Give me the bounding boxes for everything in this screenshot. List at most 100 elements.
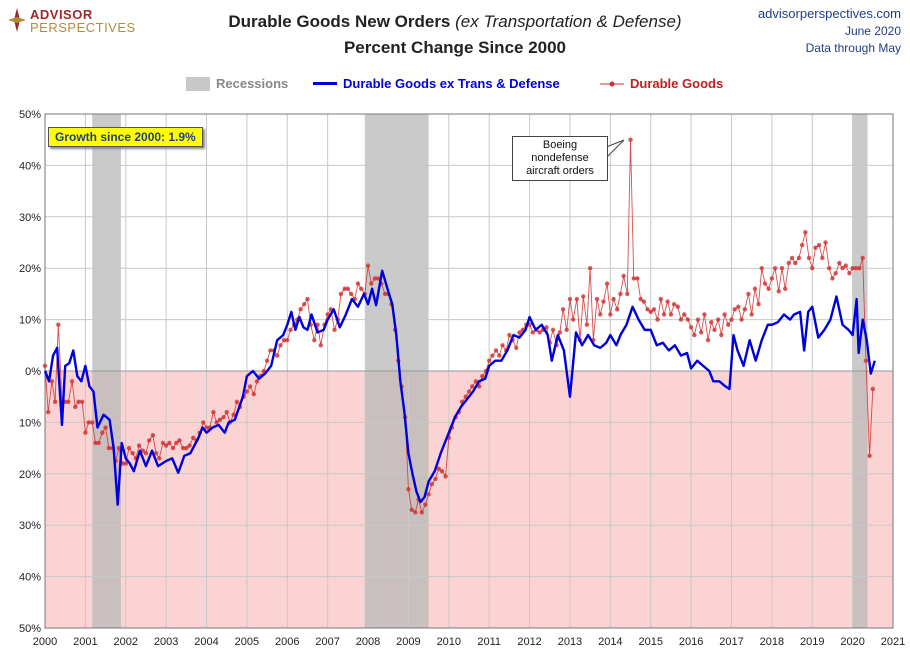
durable-goods-point xyxy=(584,322,590,327)
legend-red-swatch xyxy=(600,81,624,86)
durable-goods-point xyxy=(214,420,219,425)
durable-goods-point xyxy=(184,445,189,451)
durable-goods-point xyxy=(655,317,660,322)
durable-goods-point xyxy=(73,404,78,410)
durable-goods-point xyxy=(305,296,310,302)
durable-goods-point xyxy=(497,353,502,358)
durable-goods-point xyxy=(769,276,775,281)
durable-goods-point xyxy=(853,266,859,271)
durable-goods-point xyxy=(318,343,324,348)
durable-goods-point xyxy=(641,299,647,304)
durable-goods-point xyxy=(79,399,85,405)
durable-goods-point xyxy=(150,433,156,438)
durable-goods-point xyxy=(692,332,697,338)
annotation-line-3: aircraft orders xyxy=(526,165,594,177)
durable-goods-point xyxy=(746,291,751,297)
chart-title: Durable Goods New Orders (ex Transportat… xyxy=(0,12,910,32)
durable-goods-point xyxy=(86,420,91,425)
durable-goods-point xyxy=(160,440,166,446)
y-tick-label: 30% xyxy=(19,520,41,532)
durable-goods-point xyxy=(264,358,270,363)
legend-blue-swatch xyxy=(313,82,337,85)
durable-goods-point xyxy=(863,358,869,363)
durable-goods-point xyxy=(500,343,505,348)
durable-goods-point xyxy=(759,266,764,271)
durable-goods-point xyxy=(433,476,438,482)
durable-goods-point xyxy=(90,420,95,425)
legend-red-label: Durable Goods xyxy=(630,76,724,91)
durable-goods-point xyxy=(69,379,75,384)
durable-goods-point xyxy=(174,440,179,446)
y-tick-label: 10% xyxy=(19,315,41,327)
x-tick-label: 2017 xyxy=(719,636,743,648)
durable-goods-point xyxy=(598,312,603,317)
durable-goods-point xyxy=(772,266,778,271)
durable-goods-point xyxy=(486,358,492,363)
durable-goods-point xyxy=(648,309,653,315)
durable-goods-point xyxy=(847,271,852,276)
durable-goods-point xyxy=(66,399,71,405)
compass-icon xyxy=(8,8,26,32)
x-tick-label: 2007 xyxy=(315,636,339,648)
durable-goods-point xyxy=(682,312,687,317)
durable-goods-point xyxy=(517,330,522,335)
durable-goods-point xyxy=(752,286,758,291)
durable-goods-point xyxy=(756,301,761,307)
durable-goods-point xyxy=(837,260,842,266)
durable-goods-point xyxy=(736,304,741,309)
x-tick-label: 2001 xyxy=(73,636,97,648)
durable-goods-point xyxy=(530,330,536,335)
durable-goods-point xyxy=(419,510,424,515)
durable-goods-point xyxy=(581,294,586,299)
durable-goods-point xyxy=(810,266,815,271)
durable-goods-point xyxy=(76,399,81,405)
legend-blue-series: Durable Goods ex Trans & Defense xyxy=(313,76,560,91)
durable-goods-point xyxy=(638,296,643,302)
durable-goods-point xyxy=(167,440,172,446)
x-tick-label: 2005 xyxy=(235,636,259,648)
durable-goods-point xyxy=(355,281,361,286)
y-tick-label: 10% xyxy=(19,417,41,429)
durable-goods-point xyxy=(712,327,717,333)
durable-goods-point xyxy=(557,330,563,335)
durable-goods-point xyxy=(436,466,441,471)
durable-goods-point xyxy=(146,438,152,443)
durable-goods-point xyxy=(93,440,98,446)
durable-goods-point xyxy=(338,291,344,297)
durable-goods-point xyxy=(793,260,798,266)
durable-goods-point xyxy=(786,260,792,266)
durable-goods-point xyxy=(211,409,216,415)
durable-goods-point xyxy=(96,440,101,446)
durable-goods-point xyxy=(49,379,55,384)
durable-goods-point xyxy=(443,474,448,479)
title-main: Durable Goods New Orders xyxy=(228,12,456,31)
durable-goods-point xyxy=(375,276,381,281)
durable-goods-point xyxy=(621,273,626,279)
durable-goods-point xyxy=(413,510,418,515)
durable-goods-point xyxy=(345,286,351,291)
y-tick-label: 20% xyxy=(19,469,41,481)
durable-goods-point xyxy=(635,276,640,281)
durable-goods-point xyxy=(776,289,781,294)
legend: Recessions Durable Goods ex Trans & Defe… xyxy=(0,76,910,96)
durable-goods-point xyxy=(204,425,209,430)
durable-goods-point xyxy=(52,399,58,405)
durable-goods-point xyxy=(614,307,620,312)
durable-goods-point xyxy=(372,276,378,281)
durable-goods-point xyxy=(625,291,630,297)
durable-goods-point xyxy=(823,240,828,245)
durable-goods-point xyxy=(705,337,711,343)
durable-goods-point xyxy=(332,327,337,333)
x-tick-label: 2018 xyxy=(760,636,784,648)
durable-goods-point xyxy=(285,337,290,343)
durable-goods-point xyxy=(608,312,613,317)
durable-goods-point xyxy=(507,332,512,338)
title-italic: (ex Transportation & Defense) xyxy=(455,12,682,31)
x-tick-label: 2006 xyxy=(275,636,299,648)
durable-goods-point xyxy=(661,312,667,317)
durable-goods-point xyxy=(843,263,848,268)
durable-goods-point xyxy=(870,386,876,392)
durable-goods-point xyxy=(813,245,818,250)
durable-goods-point xyxy=(799,242,805,248)
durable-goods-point xyxy=(830,276,835,281)
